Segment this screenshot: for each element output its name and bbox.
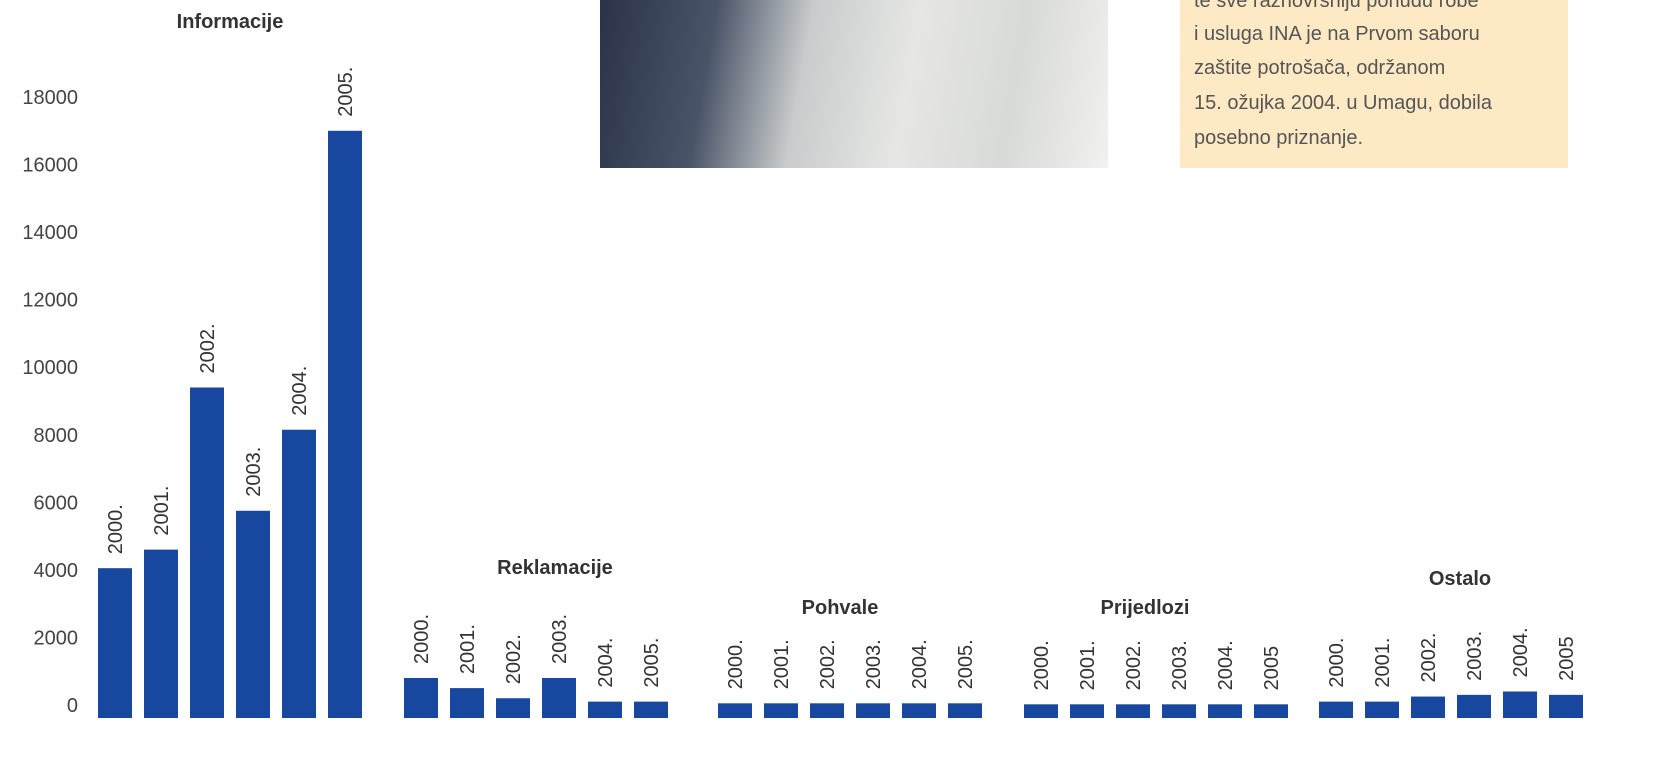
bar-year-label: 2005. bbox=[641, 638, 663, 688]
bar-year-label: 2000. bbox=[105, 504, 127, 554]
bar bbox=[948, 703, 982, 718]
note-box: te sve raznovrsniju ponudu robe i usluga… bbox=[1180, 0, 1568, 168]
bar-year-label: 2001. bbox=[771, 639, 793, 689]
note-line: te sve raznovrsniju ponudu robe bbox=[1194, 0, 1479, 12]
y-tick-label: 8000 bbox=[34, 425, 79, 447]
group-title: Informacije bbox=[177, 11, 284, 33]
bar-year-label: 2003. bbox=[863, 639, 885, 689]
bar-year-label: 2001. bbox=[1372, 638, 1394, 688]
note-line: posebno priznanje. bbox=[1194, 127, 1364, 149]
note-line: i usluga INA je na Prvom saboru bbox=[1194, 23, 1480, 45]
y-tick-label: 16000 bbox=[22, 155, 78, 177]
bar-year-label: 2002. bbox=[817, 639, 839, 689]
bar bbox=[1319, 701, 1353, 718]
bar bbox=[450, 688, 484, 718]
bar bbox=[718, 703, 752, 718]
bar bbox=[764, 703, 798, 718]
bar bbox=[1162, 704, 1196, 718]
y-tick-label: 0 bbox=[67, 695, 78, 717]
bar bbox=[328, 130, 362, 718]
bar bbox=[190, 387, 224, 718]
bar-year-label: 2000. bbox=[411, 614, 433, 664]
y-tick-label: 14000 bbox=[22, 222, 78, 244]
bar-year-label: 2004. bbox=[595, 638, 617, 688]
bar bbox=[236, 510, 270, 718]
note-line: zaštite potrošača, održanom bbox=[1194, 57, 1446, 79]
y-tick-label: 18000 bbox=[22, 87, 78, 109]
group-title: Reklamacije bbox=[497, 557, 613, 579]
bar bbox=[1070, 704, 1104, 718]
y-tick-label: 2000 bbox=[34, 627, 79, 649]
bar-year-label: 2001. bbox=[1077, 640, 1099, 690]
bar-year-label: 2003. bbox=[243, 447, 265, 497]
bar bbox=[1024, 704, 1058, 718]
group-title: Ostalo bbox=[1429, 568, 1491, 590]
bar-year-label: 2005. bbox=[955, 639, 977, 689]
bar bbox=[1365, 701, 1399, 718]
bar-year-label: 2005. bbox=[335, 67, 357, 117]
bar-year-label: 2004. bbox=[1510, 627, 1532, 677]
bar-year-label: 2005 bbox=[1261, 646, 1283, 691]
bar-year-label: 2000. bbox=[725, 639, 747, 689]
bar bbox=[1116, 704, 1150, 718]
bar bbox=[588, 701, 622, 718]
y-tick-label: 12000 bbox=[22, 290, 78, 312]
bar-year-label: 2002. bbox=[503, 634, 525, 684]
bar bbox=[634, 701, 668, 718]
y-tick-label: 4000 bbox=[34, 560, 79, 582]
bar bbox=[1457, 694, 1491, 718]
bar bbox=[810, 703, 844, 718]
bar bbox=[1503, 691, 1537, 718]
bar-year-label: 2001. bbox=[151, 486, 173, 536]
bar bbox=[1254, 704, 1288, 718]
bar bbox=[902, 703, 936, 718]
group-title: Prijedlozi bbox=[1101, 597, 1190, 619]
bar-year-label: 2003. bbox=[1464, 631, 1486, 681]
bar bbox=[282, 429, 316, 718]
bar-year-label: 2005 bbox=[1556, 636, 1578, 681]
bar bbox=[404, 677, 438, 718]
bar-year-label: 2000. bbox=[1031, 640, 1053, 690]
bar-year-label: 2002. bbox=[1418, 632, 1440, 682]
bar-year-label: 2002. bbox=[1123, 640, 1145, 690]
bar-year-label: 2003. bbox=[1169, 640, 1191, 690]
bar bbox=[1208, 704, 1242, 718]
bar-year-label: 2001. bbox=[457, 624, 479, 674]
bar bbox=[1411, 696, 1445, 718]
photo bbox=[600, 0, 1108, 168]
bar-year-label: 2004. bbox=[909, 639, 931, 689]
bar-year-label: 2000. bbox=[1326, 638, 1348, 688]
bar bbox=[496, 698, 530, 718]
bar bbox=[542, 677, 576, 718]
bar-year-label: 2004. bbox=[1215, 640, 1237, 690]
bar bbox=[144, 549, 178, 718]
note-line: 15. ožujka 2004. u Umagu, dobila bbox=[1194, 92, 1492, 114]
y-tick-label: 10000 bbox=[22, 357, 78, 379]
bar bbox=[1549, 694, 1583, 718]
bar-year-label: 2004. bbox=[289, 366, 311, 416]
y-tick-label: 6000 bbox=[34, 492, 79, 514]
bar-year-label: 2003. bbox=[549, 614, 571, 664]
group-title: Pohvale bbox=[802, 597, 879, 619]
bar-year-label: 2002. bbox=[197, 323, 219, 373]
bar bbox=[856, 703, 890, 718]
bar bbox=[98, 568, 132, 718]
